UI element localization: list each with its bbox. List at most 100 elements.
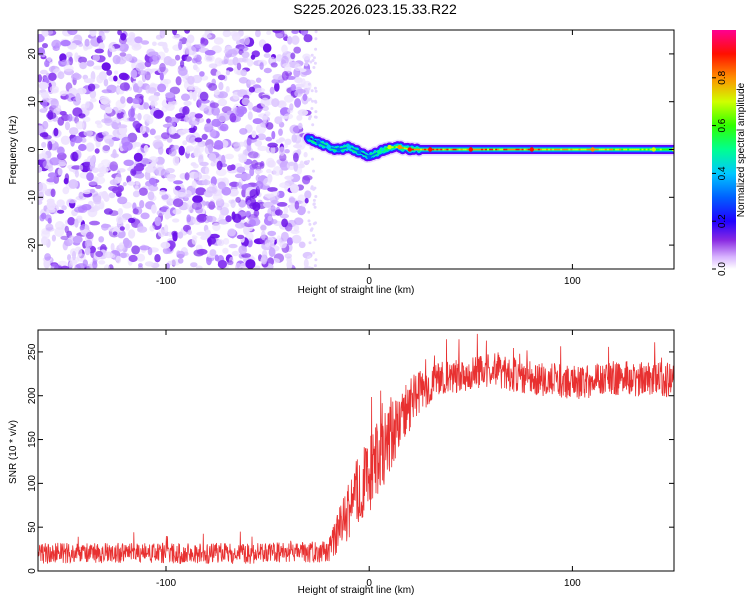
noise-blob <box>303 34 313 43</box>
noise-blob <box>132 120 141 129</box>
noise-blob <box>77 248 83 257</box>
signal-trace-point <box>468 147 473 152</box>
signal-trace-core <box>334 147 337 150</box>
noise-blob <box>86 172 94 182</box>
noise-blob <box>101 62 111 71</box>
noise-blob <box>40 91 49 99</box>
noise-blob <box>259 62 264 70</box>
noise-blob <box>172 198 184 208</box>
noise-blob <box>48 72 57 82</box>
noise-blob <box>195 44 206 49</box>
noise-blob <box>298 122 303 130</box>
noise-blob <box>81 137 87 143</box>
noise-blob <box>75 121 85 130</box>
noise-blob <box>101 34 106 41</box>
signal-trace-point <box>336 147 341 152</box>
noise-blob <box>259 161 265 169</box>
noise-blob <box>211 118 222 127</box>
noise-blob <box>235 196 241 203</box>
signal-trace-core <box>309 137 313 141</box>
noise-blob <box>267 142 278 148</box>
noise-blob <box>117 208 123 216</box>
noise-blob <box>163 78 172 85</box>
noise-blob <box>151 204 157 214</box>
signal-trace-point <box>397 144 402 150</box>
signal-trace-core <box>320 142 323 145</box>
snr-xtick-label: -100 <box>156 578 176 589</box>
noise-blob <box>229 113 237 123</box>
noise-blob <box>71 73 82 81</box>
noise-blob <box>194 137 203 143</box>
noise-blob <box>247 79 256 85</box>
noise-blob <box>201 133 208 140</box>
noise-blob <box>208 153 217 161</box>
noise-blob <box>275 33 284 38</box>
noise-blob <box>247 151 259 159</box>
noise-blob <box>76 87 87 95</box>
noise-blob <box>260 97 270 108</box>
noise-blob <box>213 37 224 45</box>
noise-blob <box>79 164 84 171</box>
signal-trace-core <box>401 146 404 149</box>
noise-blob <box>279 182 290 189</box>
noise-blob <box>268 240 275 248</box>
noise-blob <box>74 218 79 228</box>
noise-blob <box>149 55 160 65</box>
noise-blob <box>227 165 233 171</box>
signal-trace-core <box>311 138 315 142</box>
noise-blob <box>283 113 294 120</box>
noise-blob <box>62 241 68 251</box>
snr-x-label: Height of straight line (km) <box>298 585 415 596</box>
noise-blob <box>157 229 166 238</box>
noise-blob <box>263 53 271 58</box>
noise-blob <box>212 193 223 201</box>
noise-blob <box>271 219 278 225</box>
noise-blob <box>159 190 167 196</box>
signal-trace-core <box>313 139 317 143</box>
noise-blob <box>94 48 105 54</box>
noise-blob <box>238 154 247 163</box>
noise-blob <box>312 56 316 60</box>
noise-blob <box>260 230 266 241</box>
noise-blob <box>236 234 245 240</box>
noise-blob <box>302 93 308 102</box>
noise-blob <box>314 30 318 34</box>
noise-blob <box>154 135 164 140</box>
noise-blob <box>281 44 288 54</box>
noise-blob <box>133 142 142 147</box>
noise-blob <box>38 74 43 83</box>
snr-frame <box>37 329 675 572</box>
noise-blob <box>289 103 294 111</box>
noise-blob <box>304 197 309 204</box>
noise-blob <box>103 78 109 87</box>
noise-blob <box>265 136 273 142</box>
noise-blob <box>49 85 59 93</box>
noise-blob <box>306 256 310 259</box>
noise-blob <box>72 250 76 261</box>
noise-blob <box>313 86 317 90</box>
noise-blob <box>138 187 148 196</box>
noise-blob <box>149 128 156 136</box>
snr-xtick-label: 100 <box>564 578 581 589</box>
noise-blob <box>128 217 136 224</box>
noise-blob <box>111 117 120 122</box>
noise-blob <box>204 49 216 56</box>
noise-blob <box>130 69 138 79</box>
signal-trace-point <box>428 147 433 152</box>
colorbar-gradient <box>712 30 736 269</box>
noise-blob <box>138 263 143 268</box>
noise-blob <box>314 195 318 198</box>
noise-blob <box>219 123 229 132</box>
noise-blob <box>228 243 238 249</box>
noise-blob <box>314 89 318 93</box>
snr-axes: -100 0 100 0 50 100 150 200 250 <box>27 330 674 589</box>
noise-blob <box>191 201 203 210</box>
noise-blob <box>42 43 48 49</box>
snr-ytick-label: 150 <box>27 431 38 448</box>
noise-blob <box>57 260 68 267</box>
noise-blob <box>101 89 112 94</box>
noise-blob <box>132 190 140 198</box>
noise-blob <box>63 64 74 72</box>
noise-blob <box>98 71 107 81</box>
noise-blob <box>59 90 68 97</box>
